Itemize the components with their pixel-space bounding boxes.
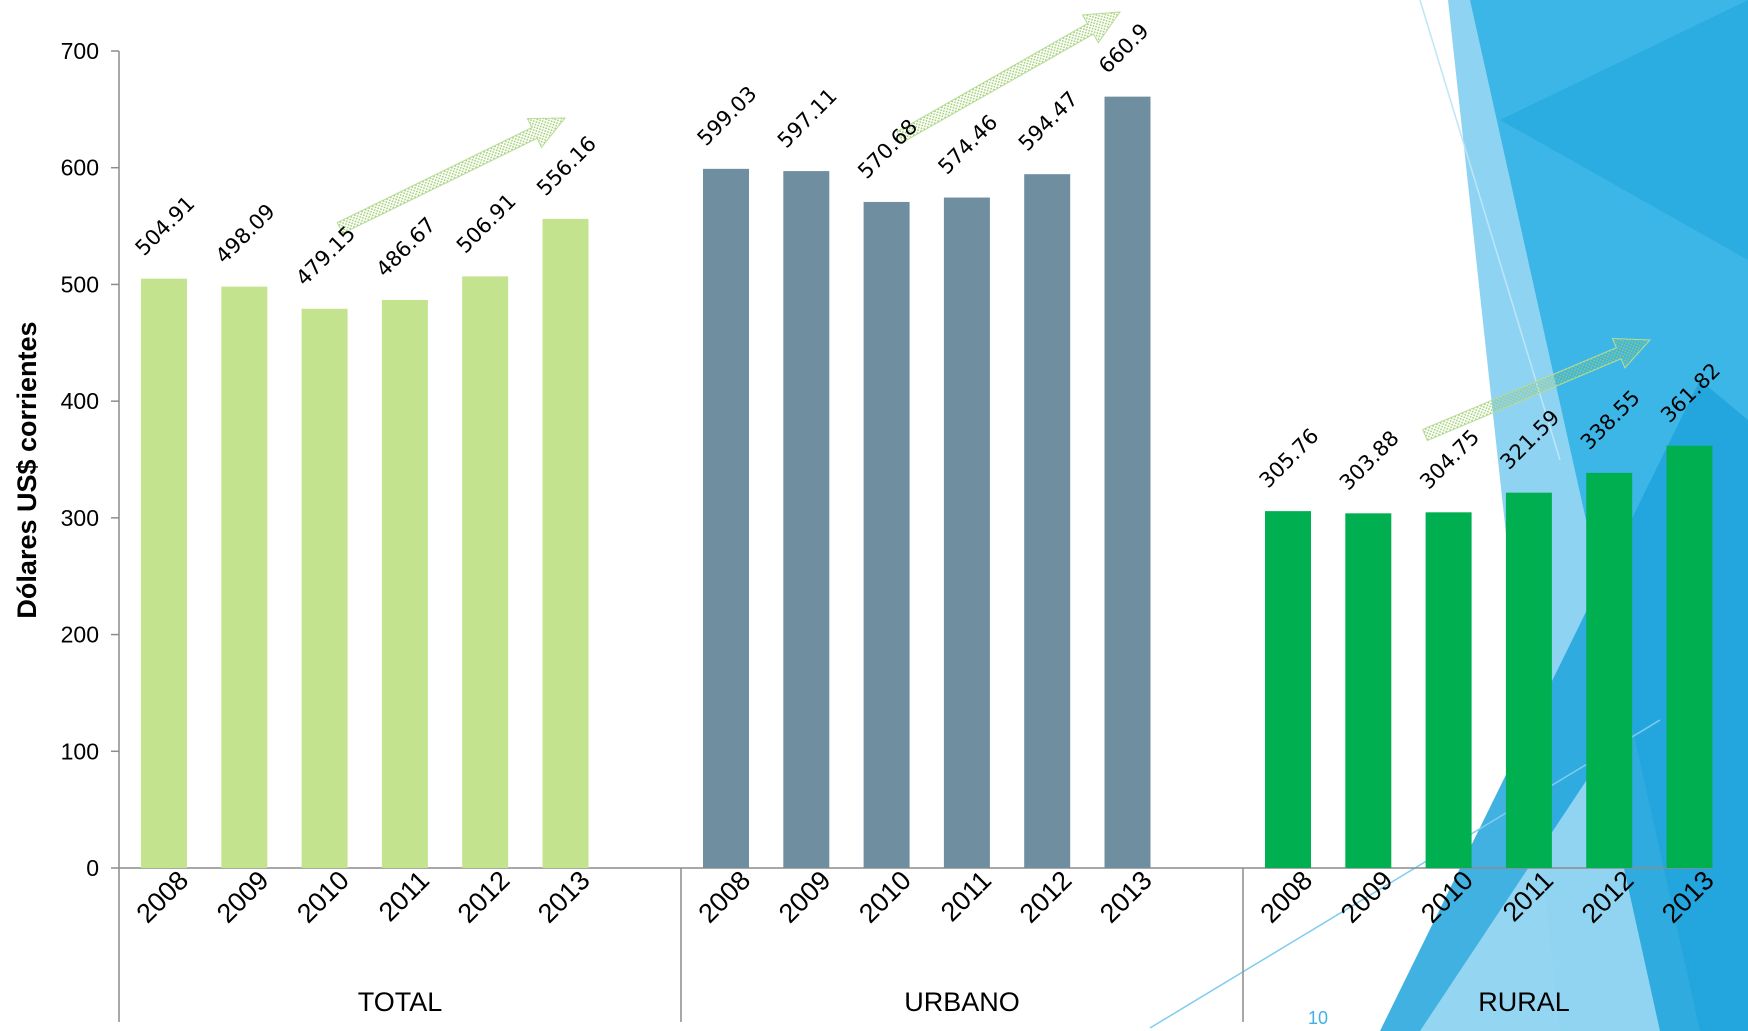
bar-total-2012 [462, 276, 509, 868]
trend-arrow [336, 117, 567, 235]
bar-rural-2013 [1666, 445, 1713, 868]
group-label-total: TOTAL [358, 987, 443, 1017]
y-tick-label: 500 [61, 271, 99, 297]
bar-urbano-2011 [943, 197, 990, 868]
y-tick-label: 200 [61, 622, 99, 648]
x-tick-label: 2013 [532, 865, 596, 929]
x-tick-label: 2012 [452, 865, 516, 929]
x-tick-label: 2012 [1014, 865, 1078, 929]
x-tick-label: 2008 [693, 865, 757, 929]
y-tick-label: 400 [61, 388, 99, 414]
bar-rural-2009 [1345, 513, 1392, 868]
bar-total-2009 [221, 286, 268, 868]
bar-urbano-2010 [863, 201, 910, 868]
data-label: 498.09 [211, 199, 280, 268]
y-tick-label: 0 [86, 855, 99, 881]
axes: 0 100 200 300 400 500 600 700 [61, 38, 1712, 1022]
y-tick-label: 100 [61, 738, 99, 764]
bar-total-2008 [141, 278, 187, 869]
trend-arrow [896, 11, 1122, 143]
data-label: 504.91 [131, 191, 200, 260]
data-label: 305.76 [1255, 424, 1324, 493]
y-tick-label: 700 [61, 38, 99, 64]
bar-urbano-2012 [1024, 174, 1071, 868]
data-label: 486.67 [371, 213, 440, 282]
bar-rural-2012 [1586, 472, 1633, 868]
x-tick-label: 2010 [853, 865, 917, 929]
x-tick-label: 2009 [1335, 865, 1399, 929]
bar-rural-2010 [1425, 512, 1472, 868]
group-label-urbano: URBANO [904, 987, 1020, 1017]
data-label: 574.46 [933, 110, 1002, 179]
x-tick-label: 2011 [373, 865, 435, 927]
x-tick-label: 2013 [1094, 865, 1158, 929]
data-label: 479.15 [291, 221, 360, 290]
data-label: 597.11 [773, 84, 842, 153]
trend-arrow [1422, 337, 1652, 442]
bar-total-2013 [542, 218, 589, 868]
x-tick-label: 2010 [291, 865, 355, 929]
bar-rural-2011 [1505, 492, 1552, 868]
decor-shard-bright [1500, 0, 1748, 260]
bar-rural-2008 [1265, 511, 1311, 868]
data-label: 570.68 [853, 115, 922, 184]
decor-line [1149, 719, 1661, 1029]
x-tick-label: 2009 [773, 865, 837, 929]
y-tick-label: 300 [61, 505, 99, 531]
bar-total-2011 [381, 299, 428, 868]
x-tick-label: 2009 [211, 865, 275, 929]
x-tick-label: 2011 [935, 865, 997, 927]
data-label: 506.91 [452, 189, 521, 258]
y-tick-label: 600 [61, 155, 99, 181]
y-axis-title: Dólares US$ corrientes [12, 321, 42, 618]
data-label: 599.03 [693, 81, 762, 150]
data-label: 303.88 [1335, 426, 1404, 495]
x-tick-label: 2008 [131, 865, 195, 929]
data-label: 594.47 [1014, 87, 1083, 156]
bar-total-2010 [301, 308, 348, 868]
page-number: 10 [1308, 1008, 1329, 1028]
bar-urbano-2009 [783, 171, 830, 868]
x-tick-label: 2008 [1255, 865, 1319, 929]
bar-urbano-2008 [703, 168, 749, 868]
trend-arrows [336, 11, 1652, 442]
bar-urbano-2013 [1104, 96, 1151, 869]
group-label-rural: RURAL [1478, 987, 1570, 1017]
